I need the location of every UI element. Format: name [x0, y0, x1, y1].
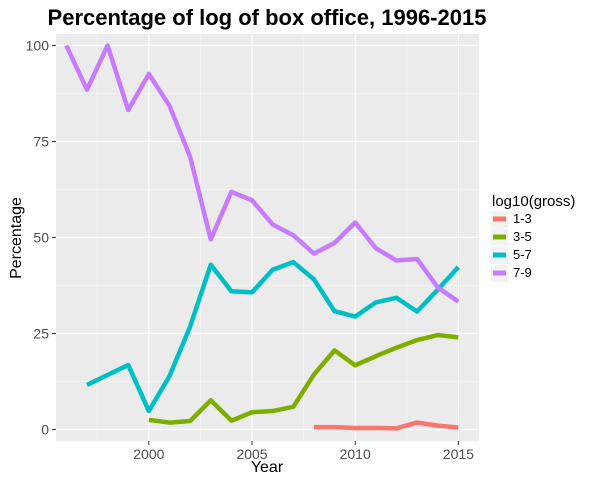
series-layer: [64, 43, 461, 431]
y-tick-label: 0: [41, 421, 49, 437]
y-tick-label: 75: [33, 134, 49, 150]
x-tick-label: 2000: [133, 446, 164, 462]
grid-layer: [56, 34, 479, 441]
axes-layer: 0 25 50 75 100 2000 2005 2010 2015: [26, 38, 475, 462]
y-axis-label: Percentage: [8, 197, 25, 279]
legend: 1-3 3-5 5-7 7-9: [491, 211, 532, 282]
x-tick-label: 2015: [443, 446, 474, 462]
series-line-7-9: [64, 43, 460, 304]
x-axis-label: Year: [251, 459, 284, 476]
x-tick-label: 2005: [236, 446, 267, 462]
legend-label: 7-9: [513, 265, 532, 280]
x-tick-label: 2010: [340, 446, 371, 462]
series-line-5-7: [85, 259, 461, 414]
y-tick-label: 100: [26, 38, 50, 54]
series-line-3-5: [148, 332, 459, 425]
legend-label: 3-5: [513, 229, 532, 244]
legend-title: log10(gross): [492, 193, 575, 210]
legend-label: 5-7: [513, 247, 532, 262]
y-tick-label: 25: [33, 325, 49, 341]
chart-title: Percentage of log of box office, 1996-20…: [48, 5, 487, 30]
legend-label: 1-3: [513, 211, 532, 226]
series-line-1-3: [313, 420, 459, 431]
y-tick-label: 50: [33, 230, 49, 246]
